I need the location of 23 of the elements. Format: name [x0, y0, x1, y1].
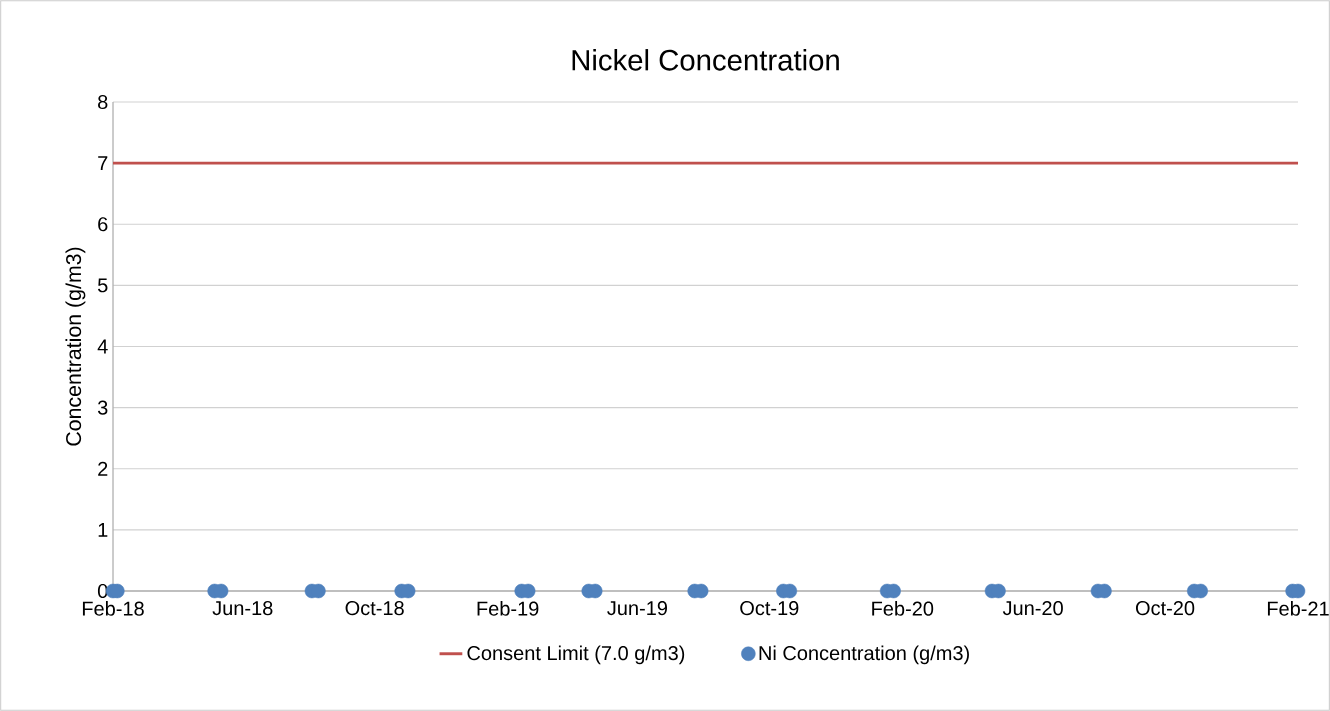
y-tick-label: 7 — [98, 156, 108, 170]
y-axis-title: Concentration (g/m3) — [65, 247, 86, 446]
x-tick-label: Feb-21 — [1267, 601, 1329, 616]
x-tick-label: Feb-18 — [82, 601, 144, 616]
x-tick-label: Feb-20 — [872, 601, 934, 616]
x-tick-label: Jun-20 — [1002, 601, 1063, 616]
x-tick-label: Oct-20 — [1135, 601, 1195, 616]
chart-title: Nickel Concentration — [572, 49, 839, 71]
y-tick-label: 0 — [97, 583, 108, 599]
legend-label: Consent Limit (7.0 g/m3) — [467, 645, 685, 665]
y-tick-label: 1 — [98, 523, 108, 537]
x-tick-label: Feb-19 — [477, 601, 539, 616]
y-tick-label: 5 — [97, 278, 108, 293]
y-tick-label: 6 — [98, 217, 108, 232]
y-tick-label: 3 — [97, 400, 108, 415]
x-tick-label: Jun-18 — [212, 601, 273, 616]
legend-label: Ni Concentration (g/m3) — [759, 645, 969, 665]
y-tick-label: 8 — [98, 94, 108, 110]
x-tick-label: Oct-18 — [345, 601, 404, 616]
y-tick-label: 2 — [98, 461, 108, 476]
x-tick-label: Oct-19 — [740, 601, 799, 616]
y-tick-label: 4 — [97, 339, 108, 354]
x-tick-label: Jun-19 — [607, 601, 667, 616]
